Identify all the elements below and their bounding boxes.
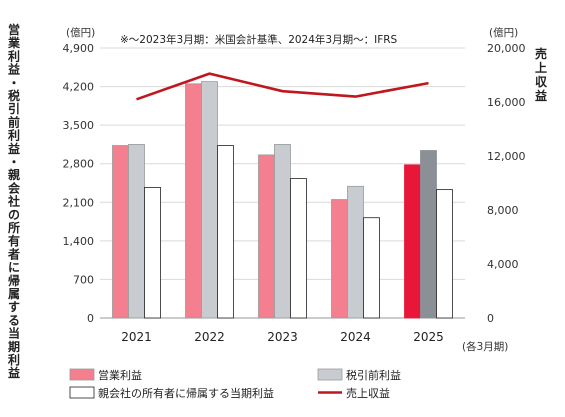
axis-label-char: 属	[8, 287, 20, 301]
category-label: 2025	[413, 330, 444, 344]
bar	[363, 217, 380, 319]
axis-label-char: 上	[535, 60, 547, 75]
axis-label-char: ・	[8, 155, 20, 169]
left-tick-label: 1,400	[63, 235, 95, 248]
left-tick-label: 700	[73, 273, 94, 286]
axis-label-char: 売	[535, 46, 547, 61]
bar	[404, 164, 421, 319]
bar	[128, 144, 145, 319]
axis-label-char: ・	[8, 76, 20, 90]
right-tick-label: 4,000	[487, 258, 519, 271]
axis-label-char: 利	[8, 352, 20, 367]
bar	[112, 145, 129, 319]
axis-label-char: 益	[535, 88, 547, 103]
right-tick-label: 16,000	[487, 96, 526, 109]
right-tick-label: 12,000	[487, 150, 526, 163]
bar	[144, 187, 161, 319]
bar	[420, 150, 437, 319]
bar	[201, 81, 218, 319]
bar	[331, 199, 348, 319]
left-tick-label: 4,900	[63, 42, 95, 55]
right-tick-label: 0	[487, 312, 494, 325]
legend-label: 営業利益	[98, 368, 142, 382]
axis-label-char: 引	[8, 102, 20, 116]
legend-label: 税引前利益	[346, 368, 401, 382]
axis-label-char: 益	[8, 141, 20, 156]
axis-label-char: 者	[7, 246, 20, 261]
bar	[274, 144, 291, 319]
axis-label-char: 業	[7, 35, 21, 50]
axis-label-char: 利	[8, 128, 20, 143]
left-axis-title: 営業利益・税引前利益・親会社の所有者に帰属する当期利益	[7, 22, 21, 380]
left-tick-label: 2,100	[63, 196, 95, 209]
right-tick-label: 20,000	[487, 42, 526, 55]
category-label: 2022	[194, 330, 225, 344]
axis-label-char: に	[8, 261, 20, 275]
legend-label: 親会社の所有者に帰属する当期利益	[98, 386, 274, 400]
axis-label-char: 収	[535, 75, 548, 89]
chart-note: ※～2023年3月期：米国会計基準、2024年3月期～：IFRS	[120, 33, 398, 46]
bar	[290, 178, 307, 319]
legend-swatch	[317, 368, 343, 381]
bar	[217, 145, 234, 319]
left-tick-label: 3,500	[63, 119, 95, 132]
right-axis-title: 売上収益	[535, 46, 548, 103]
axis-label-char: 期	[8, 339, 20, 354]
left-tick-label: 2,800	[63, 158, 95, 171]
axis-label-char: 当	[8, 326, 20, 341]
axis-label-char: 帰	[8, 273, 20, 288]
axis-label-char: 会	[8, 180, 21, 195]
legend-label: 売上収益	[346, 386, 390, 400]
bar	[258, 154, 275, 319]
right-axis-unit: (億円)	[489, 26, 518, 39]
axis-label-char: 営	[8, 22, 20, 37]
axis-label-char: 社	[7, 194, 20, 209]
axis-label-char: 前	[8, 114, 20, 129]
bar	[347, 185, 364, 319]
axis-label-char: 親	[8, 167, 20, 182]
left-tick-label: 0	[87, 312, 94, 325]
axis-label-char: 有	[8, 233, 20, 248]
legend-swatch	[69, 368, 95, 381]
axis-label-char: 益	[8, 62, 20, 77]
category-label: 2024	[340, 330, 371, 344]
bar	[436, 189, 453, 319]
axis-label-char: す	[8, 300, 20, 314]
x-axis-unit: (各3月期)	[462, 340, 508, 353]
axis-label-char: 税	[8, 88, 20, 103]
left-axis-unit: (億円)	[66, 26, 95, 39]
axis-label-char: 所	[8, 220, 20, 235]
bar	[185, 83, 202, 319]
right-tick-label: 8,000	[487, 204, 519, 217]
axis-label-char: 利	[8, 48, 20, 63]
axis-label-char: の	[8, 208, 20, 222]
category-label: 2023	[267, 330, 298, 344]
legend-swatch	[69, 386, 95, 399]
left-tick-label: 4,200	[63, 81, 95, 94]
axis-label-char: 益	[8, 365, 20, 380]
category-label: 2021	[121, 330, 152, 344]
axis-label-char: る	[8, 313, 20, 327]
